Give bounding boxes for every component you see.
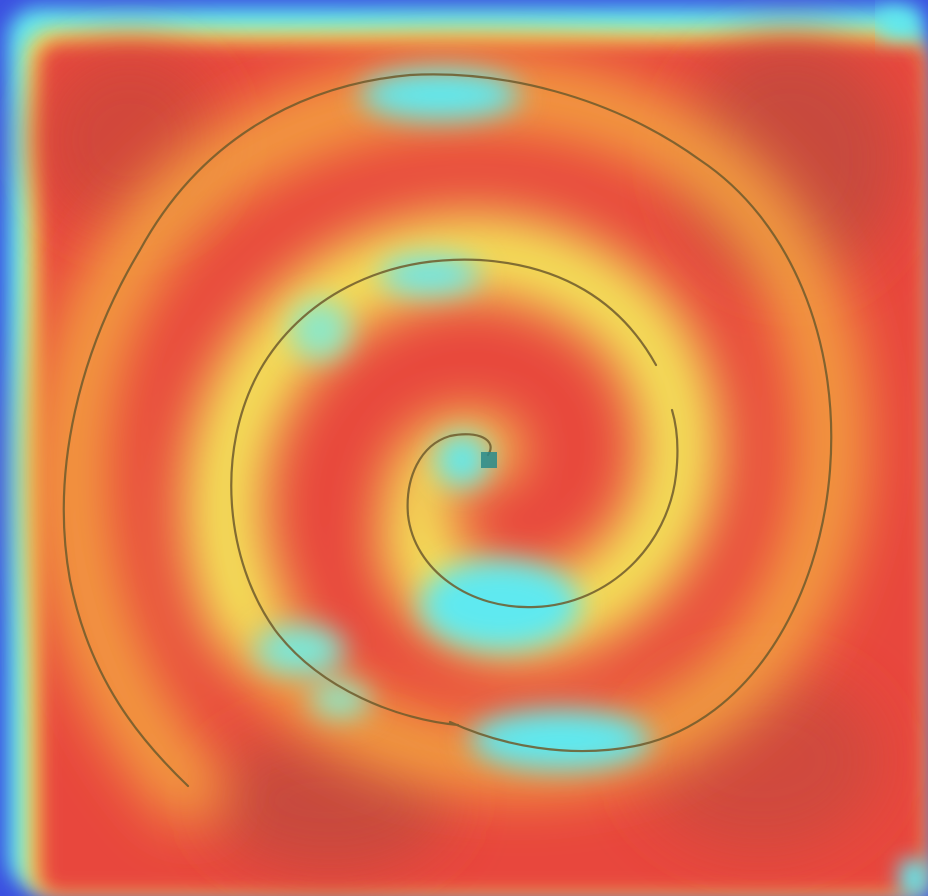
- corner-accent-topright: [880, 8, 920, 38]
- cyan-blob-lowerleft: [255, 625, 345, 675]
- center-marker: [481, 452, 497, 468]
- cyan-blob-top: [360, 70, 520, 120]
- cyan-blob-left: [290, 300, 350, 360]
- spiral-stroke: [62, 73, 833, 788]
- cyan-blob-bottom: [470, 710, 650, 770]
- cyan-blob-lowerleft2: [310, 682, 370, 718]
- corner-accent-bottomright: [900, 860, 928, 896]
- cyan-blob-center: [436, 434, 488, 486]
